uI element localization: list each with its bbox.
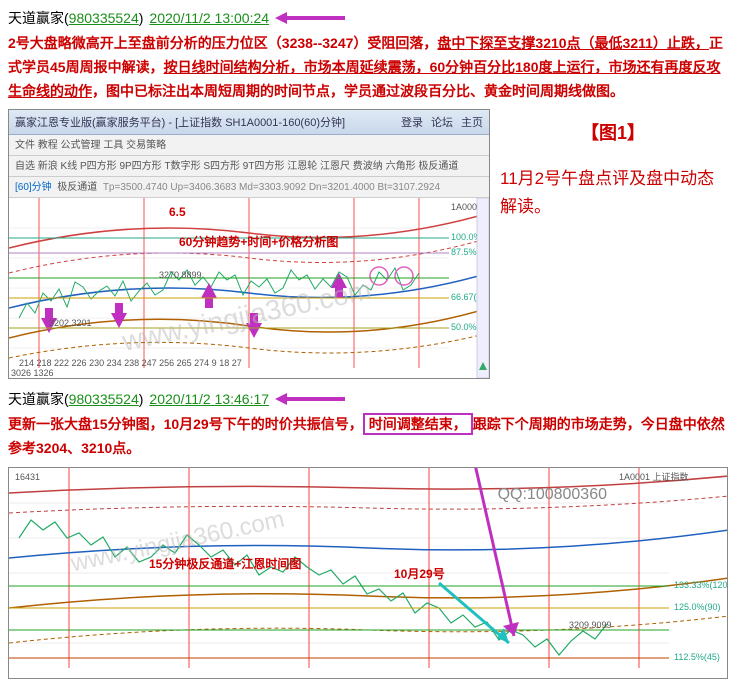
chart1-menubar[interactable]: 文件 教程 公式管理 工具 交易策略: [9, 135, 489, 156]
chart1-title: 赢家江恩专业版(赢家服务平台) - [上证指数 SH1A0001-160(60)…: [15, 114, 345, 130]
svg-text:3209.9099: 3209.9099: [569, 620, 612, 630]
svg-text:3026 1326: 3026 1326: [11, 368, 54, 378]
chart1-toolbar[interactable]: 自选 新浪 K线 P四方形 9P四方形 T数字形 S四方形 9T四方形 江恩轮 …: [9, 156, 489, 177]
svg-text:15分钟极反通道+江恩时间图: 15分钟极反通道+江恩时间图: [149, 556, 301, 571]
titlebar-forum[interactable]: 论坛: [431, 114, 453, 130]
svg-text:3270.8899: 3270.8899: [159, 270, 202, 280]
channel-label: 极反通道: [57, 182, 97, 193]
author-id-link-2[interactable]: 980335524: [69, 391, 139, 407]
author-name-2: 天道赢家(980335524): [8, 389, 143, 409]
titlebar-login[interactable]: 登录: [401, 114, 423, 130]
chart2-frame: www.yingjia360.com QQ:100800360: [8, 467, 728, 679]
channel-info: Tp=3500.4740 Up=3406.3683 Md=3303.9092 D…: [103, 182, 440, 193]
chart1-anno-main: 60分钟趋势+时间+价格分析图: [179, 234, 338, 249]
post2-timestamp: 2020/11/2 13:46:17: [149, 391, 269, 407]
svg-text:3202.3201: 3202.3201: [49, 318, 92, 328]
svg-text:214 218 222 226 230 234 238 2: 214 218 222 226 230 234 238 247 256 265 …: [19, 358, 242, 368]
figure1-side: 【图1】 11月2号午盘点评及盘中动态解读。: [500, 109, 726, 379]
subtitle-left: [60]分钟: [15, 182, 52, 193]
text-segment: 更新一张大盘15分钟图，10月29号下午的时价共振信号，: [8, 416, 363, 432]
svg-text:10月29号: 10月29号: [394, 566, 445, 581]
post2-body: 更新一张大盘15分钟图，10月29号下午的时价共振信号，时间调整结束，跟踪下个周…: [8, 413, 726, 461]
svg-text:16431: 16431: [15, 472, 40, 482]
text-segment: ，图中已标注出本周短周期的时间节点，学员通过波段百分比、黄金时间周期线做图。: [92, 83, 624, 99]
text-segment: 时间调整结束，: [363, 413, 473, 435]
titlebar-home[interactable]: 主页: [461, 114, 483, 130]
chart1-svg: 6.5 60分钟趋势+时间+价格分析图 100.0%(360) 87.5%(31…: [9, 198, 489, 378]
figure1-row: 赢家江恩专业版(赢家服务平台) - [上证指数 SH1A0001-160(60)…: [8, 109, 726, 379]
arrow-left-icon-2: [275, 393, 345, 405]
post1-body: 2号大盘略微高开上至盘前分析的压力位区（3238--3247）受阻回落，盘中下探…: [8, 32, 726, 103]
chart1-info: [60]分钟 极反通道 Tp=3500.4740 Up=3406.3683 Md…: [9, 177, 489, 198]
chart2-area: www.yingjia360.com QQ:100800360: [9, 468, 727, 678]
svg-text:125.0%(90): 125.0%(90): [674, 602, 721, 612]
svg-text:112.5%(45): 112.5%(45): [674, 652, 720, 662]
chart1-titlebar: 赢家江恩专业版(赢家服务平台) - [上证指数 SH1A0001-160(60)…: [9, 110, 489, 135]
chart1-frame: 赢家江恩专业版(赢家服务平台) - [上证指数 SH1A0001-160(60)…: [8, 109, 490, 379]
author-name: 天道赢家(980335524): [8, 8, 143, 28]
chart2-svg: 15分钟极反通道+江恩时间图 10月29号 133.33%(120) 125.0…: [9, 468, 727, 678]
qq-label: QQ:100800360: [498, 486, 607, 504]
chart1-area: 6.5 60分钟趋势+时间+价格分析图 100.0%(360) 87.5%(31…: [9, 198, 489, 378]
post1-header: 天道赢家(980335524) 2020/11/2 13:00:24: [8, 8, 726, 28]
arrow-left-icon: [275, 12, 345, 24]
fig1-caption: 11月2号午盘点评及盘中动态解读。: [500, 165, 726, 219]
post1-timestamp: 2020/11/2 13:00:24: [149, 10, 269, 26]
fig1-label: 【图1】: [581, 119, 645, 145]
text-segment: 2号大盘略微高开上至盘前分析的压力位区（3238--3247）受阻回落，: [8, 35, 437, 51]
chart1-anno-top: 6.5: [169, 205, 186, 219]
text-segment: 盘中下探至支撑3210点（最低3211）止跌，: [437, 35, 709, 51]
svg-text:133.33%(120): 133.33%(120): [674, 580, 727, 590]
svg-text:1A0001 上证指数: 1A0001 上证指数: [619, 471, 689, 482]
post2-header: 天道赢家(980335524) 2020/11/2 13:46:17: [8, 389, 726, 409]
author-id-link[interactable]: 980335524: [69, 10, 139, 26]
